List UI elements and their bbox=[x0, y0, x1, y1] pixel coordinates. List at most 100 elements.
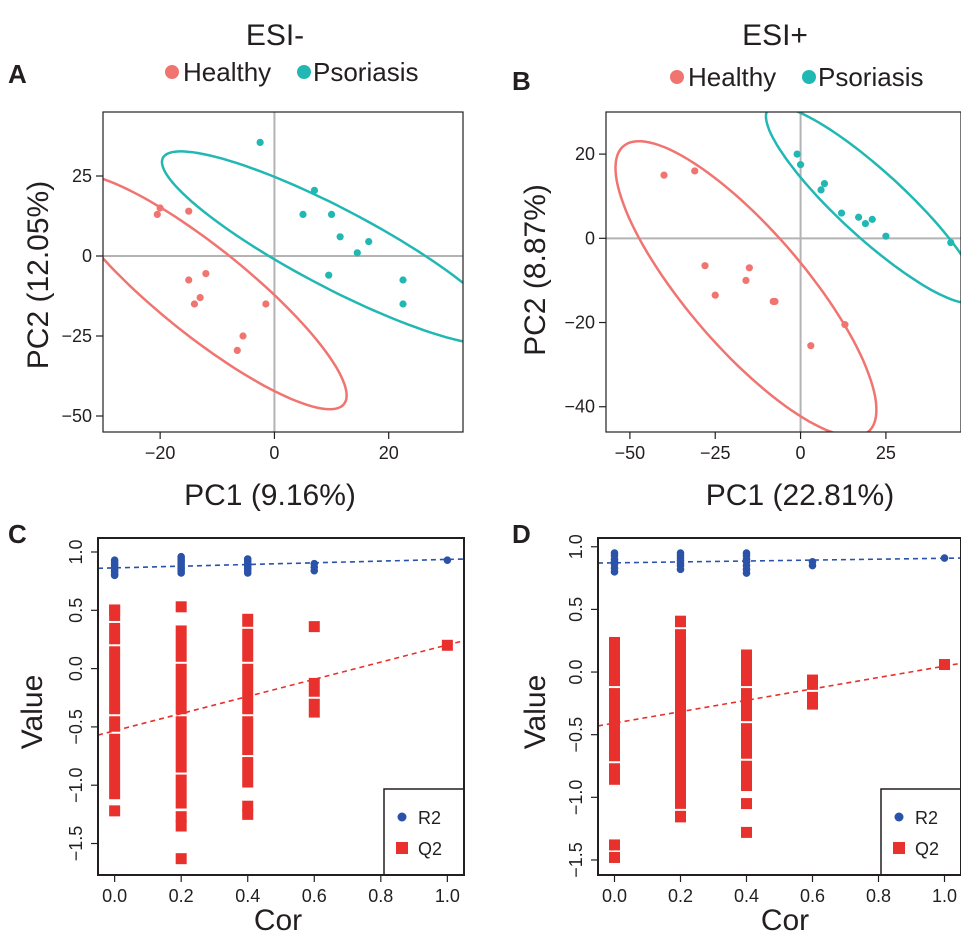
y-tick-label: −25 bbox=[61, 326, 92, 346]
x-tick-label: 0.2 bbox=[169, 886, 194, 906]
r2-point-23 bbox=[808, 561, 817, 570]
q2-column-3 bbox=[741, 649, 752, 792]
q2-point-3 bbox=[741, 798, 752, 810]
q2-point-6 bbox=[175, 853, 187, 865]
point-psoriasis-7 bbox=[861, 219, 870, 228]
plot-area bbox=[103, 112, 463, 432]
y-tick-label: −0.5 bbox=[566, 717, 586, 753]
legend-frame bbox=[383, 788, 465, 876]
point-healthy-10 bbox=[262, 300, 270, 308]
r2-point-26 bbox=[310, 566, 319, 575]
panel-c-permutation-esi-minus: R2 Q2 0.0 0.2 0.4 0.6 0.8 1.0 −1.5 −1.0 −0.5 0.0 0.5… bbox=[66, 537, 465, 906]
x-tick-label: 0.0 bbox=[102, 886, 127, 906]
y-tick-label: 20 bbox=[575, 144, 595, 164]
panel-a-pca-esi-minus: −20 0 20 −50 −25 0 25 bbox=[61, 111, 464, 463]
q2-gap-3-3 bbox=[241, 714, 255, 717]
q2-gap-4-1 bbox=[307, 696, 321, 699]
q2-gap-3-2 bbox=[740, 721, 753, 724]
plot-area bbox=[598, 549, 961, 863]
panel-b-pca-esi-plus: −50 −25 0 25 −40 −20 0 20 bbox=[564, 111, 961, 463]
y-tick-label: −1.5 bbox=[566, 842, 586, 878]
point-healthy-4 bbox=[711, 291, 719, 299]
x-tick-label: 0.0 bbox=[602, 886, 627, 906]
r2-point-16 bbox=[177, 569, 185, 577]
point-psoriasis-8 bbox=[325, 271, 333, 279]
q2-point-2 bbox=[609, 851, 620, 863]
q2-gap-1-3 bbox=[108, 714, 122, 717]
point-psoriasis-6 bbox=[854, 213, 863, 221]
x-tick-label: −25 bbox=[700, 443, 731, 463]
panel-b-letter: B bbox=[512, 66, 531, 96]
point-healthy-1 bbox=[156, 204, 164, 212]
legend-healthy-label: Healthy bbox=[183, 57, 271, 87]
x-tick-label: −20 bbox=[145, 443, 176, 463]
legend-r2-marker bbox=[894, 812, 904, 822]
y-tick-label: −1.5 bbox=[66, 826, 86, 862]
q2-point-2 bbox=[109, 805, 121, 817]
q2-point-3 bbox=[175, 601, 187, 613]
point-healthy-6 bbox=[196, 294, 204, 302]
y-tick-label: 0.5 bbox=[66, 598, 86, 623]
ellipse-healthy bbox=[614, 139, 878, 432]
point-healthy-10 bbox=[807, 342, 815, 350]
legend-psoriasis-label: Psoriasis bbox=[313, 57, 418, 87]
y-tick-label: −0.5 bbox=[66, 709, 86, 745]
point-healthy-5 bbox=[190, 300, 199, 308]
x-tick-label: 0.4 bbox=[235, 886, 260, 906]
q2-gap-3-1 bbox=[740, 686, 753, 689]
y-tick-label: 0 bbox=[82, 246, 92, 266]
y-tick-label: −50 bbox=[61, 406, 92, 426]
q2-column-2 bbox=[175, 625, 187, 809]
legend-box: R2 Q2 bbox=[880, 788, 961, 876]
legend-q2-marker bbox=[396, 842, 408, 854]
panel-b-ylabel: PC2 (8.87%) bbox=[519, 184, 552, 356]
legend-psoriasis-label: Psoriasis bbox=[818, 62, 923, 92]
panel-a-ylabel: PC2 (12.05%) bbox=[22, 181, 55, 369]
point-healthy-6 bbox=[742, 276, 750, 285]
r2-point-7 bbox=[610, 568, 619, 576]
ellipse-psoriasis bbox=[160, 150, 463, 343]
q2-gap-2-1 bbox=[674, 627, 687, 630]
x-tick-label: 0 bbox=[796, 443, 806, 463]
q2-point-1 bbox=[609, 839, 620, 851]
legend-top-b: Healthy Psoriasis bbox=[670, 62, 923, 92]
q2-gap-2-2 bbox=[674, 808, 687, 811]
panel-b-title: ESI+ bbox=[742, 19, 808, 52]
q2-column-4 bbox=[807, 674, 818, 710]
point-psoriasis-2 bbox=[310, 186, 319, 194]
point-healthy-2 bbox=[153, 210, 161, 218]
point-psoriasis-4 bbox=[817, 186, 825, 194]
point-psoriasis-1 bbox=[256, 138, 264, 146]
point-psoriasis-3 bbox=[820, 179, 829, 188]
ellipse-healthy bbox=[103, 177, 348, 411]
legend-healthy-marker bbox=[165, 65, 179, 79]
ellipse-psoriasis bbox=[764, 112, 961, 304]
panel-b-xlabel: PC1 (22.81%) bbox=[706, 479, 894, 512]
y-tick-label: −20 bbox=[564, 313, 595, 333]
legend-r2-marker bbox=[397, 812, 407, 822]
point-psoriasis-9 bbox=[399, 300, 407, 308]
point-healthy-9 bbox=[233, 346, 241, 354]
point-healthy-7 bbox=[202, 270, 210, 278]
q2-gap-2-2 bbox=[174, 714, 188, 717]
x-tick-label: 0.2 bbox=[668, 886, 693, 906]
panel-a-letter: A bbox=[8, 59, 27, 89]
panel-d-letter: D bbox=[512, 519, 531, 549]
point-psoriasis-7 bbox=[365, 238, 373, 246]
q2-point-4 bbox=[741, 826, 752, 838]
x-tick-label: 0.6 bbox=[302, 886, 327, 906]
x-tick-label: −50 bbox=[615, 443, 646, 463]
y-tick-label: 0 bbox=[585, 228, 595, 248]
y-tick-label: 0.5 bbox=[566, 597, 586, 622]
point-psoriasis-5 bbox=[837, 209, 846, 217]
point-healthy-9 bbox=[841, 321, 849, 329]
point-healthy-8 bbox=[771, 297, 779, 306]
point-healthy-4 bbox=[185, 276, 193, 284]
point-healthy-3 bbox=[185, 207, 193, 215]
q2-point-5 bbox=[939, 659, 950, 671]
r2-point-23 bbox=[243, 569, 252, 577]
y-tick-label: 25 bbox=[72, 166, 92, 186]
point-healthy-2 bbox=[691, 167, 699, 175]
y-tick-label: 1.0 bbox=[66, 539, 86, 564]
